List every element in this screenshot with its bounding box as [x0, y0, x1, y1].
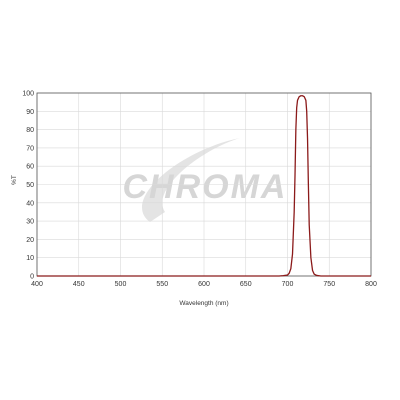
x-tick-label: 400	[31, 281, 43, 288]
watermark-text: CHROMA	[123, 168, 288, 206]
x-tick-label: 750	[323, 281, 335, 288]
y-tick-label: 10	[26, 255, 34, 262]
y-tick-label: 80	[26, 127, 34, 134]
x-tick-label: 700	[282, 281, 294, 288]
y-axis-label: %T	[11, 175, 18, 185]
x-tick-label: 800	[365, 281, 377, 288]
y-tick-label: 0	[30, 274, 34, 281]
x-tick-label: 600	[198, 281, 210, 288]
x-tick-label: 500	[115, 281, 127, 288]
y-tick-label: 70	[26, 145, 34, 152]
series-line	[37, 95, 371, 277]
x-tick-label: 450	[73, 281, 85, 288]
y-tick-label: 20	[26, 237, 34, 244]
x-tick-label: 650	[240, 281, 252, 288]
y-tick-label: 60	[26, 164, 34, 171]
y-tick-label: 100	[22, 91, 34, 98]
x-axis-ticks: 400 450 500 550 600 650 700 750 800	[31, 281, 377, 288]
series-group	[37, 95, 371, 277]
y-axis-ticks: 0 10 20 30 40 50 60 70 80 90 100	[22, 91, 34, 281]
y-tick-label: 50	[26, 182, 34, 189]
x-tick-label: 550	[156, 281, 168, 288]
chroma-watermark-logo: CHROMA	[123, 138, 288, 222]
chart-grid	[36, 92, 372, 277]
y-tick-label: 90	[26, 109, 34, 116]
x-axis-label: Wavelength (nm)	[179, 300, 228, 307]
y-tick-label: 40	[26, 200, 34, 207]
y-tick-label: 30	[26, 219, 34, 226]
